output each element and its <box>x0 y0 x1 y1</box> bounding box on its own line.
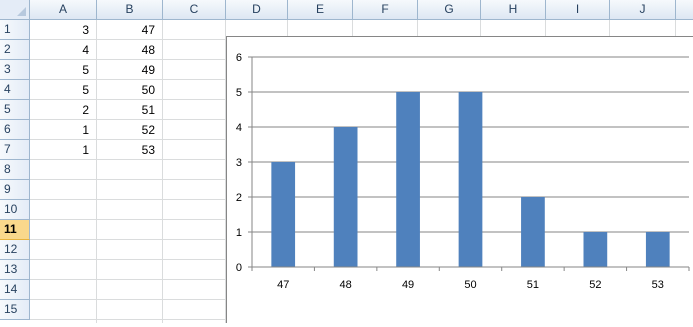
row-header-4[interactable]: 4 <box>0 80 30 100</box>
column-header-e[interactable]: E <box>288 0 353 20</box>
row-header-5[interactable]: 5 <box>0 100 30 120</box>
row-header-2[interactable]: 2 <box>0 40 30 60</box>
bar-chart[interactable]: 0 1 2 3 4 5 6 47 48 49 50 51 52 53 <box>227 37 693 324</box>
cell-b7[interactable]: 53 <box>141 143 155 157</box>
row-header-3[interactable]: 3 <box>0 60 30 80</box>
column-header-b[interactable]: B <box>97 0 163 20</box>
x-tick-label: 52 <box>589 279 601 291</box>
y-tick-label: 3 <box>236 157 242 169</box>
column-header-overflow[interactable] <box>676 0 693 20</box>
cell-a6[interactable]: 1 <box>82 123 89 137</box>
column-header-a[interactable]: A <box>30 0 97 20</box>
column-header-f[interactable]: F <box>353 0 418 20</box>
cell-a3[interactable]: 5 <box>82 63 89 77</box>
y-tick-label: 2 <box>236 192 242 204</box>
cell-b2[interactable]: 48 <box>141 43 155 57</box>
column-header-h[interactable]: H <box>481 0 546 20</box>
x-tick-label: 49 <box>402 279 414 291</box>
row-header-1[interactable]: 1 <box>0 20 30 40</box>
row-header-12[interactable]: 12 <box>0 240 30 260</box>
gridline-vertical <box>96 20 97 323</box>
bar-48[interactable] <box>333 127 358 267</box>
column-header-g[interactable]: G <box>418 0 481 20</box>
x-tick-label: 47 <box>277 279 289 291</box>
cell-a2[interactable]: 4 <box>82 43 89 57</box>
bar-47[interactable] <box>271 162 296 267</box>
cell-b6[interactable]: 52 <box>141 123 155 137</box>
gridline-vertical <box>162 20 163 323</box>
gridline-vertical <box>225 20 226 323</box>
y-tick-label: 6 <box>236 52 242 64</box>
row-header-11[interactable]: 11 <box>0 220 30 240</box>
bar-53[interactable] <box>645 232 670 267</box>
row-header-8[interactable]: 8 <box>0 160 30 180</box>
y-tick-label: 0 <box>236 262 242 274</box>
select-all-icon <box>17 7 26 16</box>
chart-area[interactable]: 0 1 2 3 4 5 6 47 48 49 50 51 52 53 <box>226 36 693 323</box>
row-header-15[interactable]: 15 <box>0 300 30 320</box>
row-header-14[interactable]: 14 <box>0 280 30 300</box>
row-header-6[interactable]: 6 <box>0 120 30 140</box>
y-tick-label: 5 <box>236 87 242 99</box>
cell-a5[interactable]: 2 <box>82 103 89 117</box>
bar-51[interactable] <box>521 197 545 267</box>
y-tick-label: 1 <box>236 227 242 239</box>
y-tick-label: 4 <box>236 122 242 134</box>
row-header-13[interactable]: 13 <box>0 260 30 280</box>
row-header-9[interactable]: 9 <box>0 180 30 200</box>
select-all-corner[interactable] <box>0 0 30 20</box>
cell-b3[interactable]: 49 <box>141 63 155 77</box>
cell-a1[interactable]: 3 <box>82 23 89 37</box>
column-header-c[interactable]: C <box>163 0 226 20</box>
column-header-i[interactable]: I <box>546 0 610 20</box>
cell-b1[interactable]: 47 <box>141 23 155 37</box>
column-header-d[interactable]: D <box>226 0 288 20</box>
bar-52[interactable] <box>583 232 608 267</box>
row-header-7[interactable]: 7 <box>0 140 30 160</box>
bar-49[interactable] <box>396 92 420 267</box>
x-tick-label: 48 <box>340 279 352 291</box>
bar-50[interactable] <box>458 92 483 267</box>
cell-b4[interactable]: 50 <box>141 83 155 97</box>
x-tick-label: 51 <box>527 279 539 291</box>
cell-b5[interactable]: 51 <box>141 103 155 117</box>
cell-a7[interactable]: 1 <box>82 143 89 157</box>
row-header-10[interactable]: 10 <box>0 200 30 220</box>
column-header-j[interactable]: J <box>610 0 676 20</box>
x-tick-label: 50 <box>464 279 476 291</box>
x-tick-label: 53 <box>652 279 664 291</box>
cell-a4[interactable]: 5 <box>82 83 89 97</box>
